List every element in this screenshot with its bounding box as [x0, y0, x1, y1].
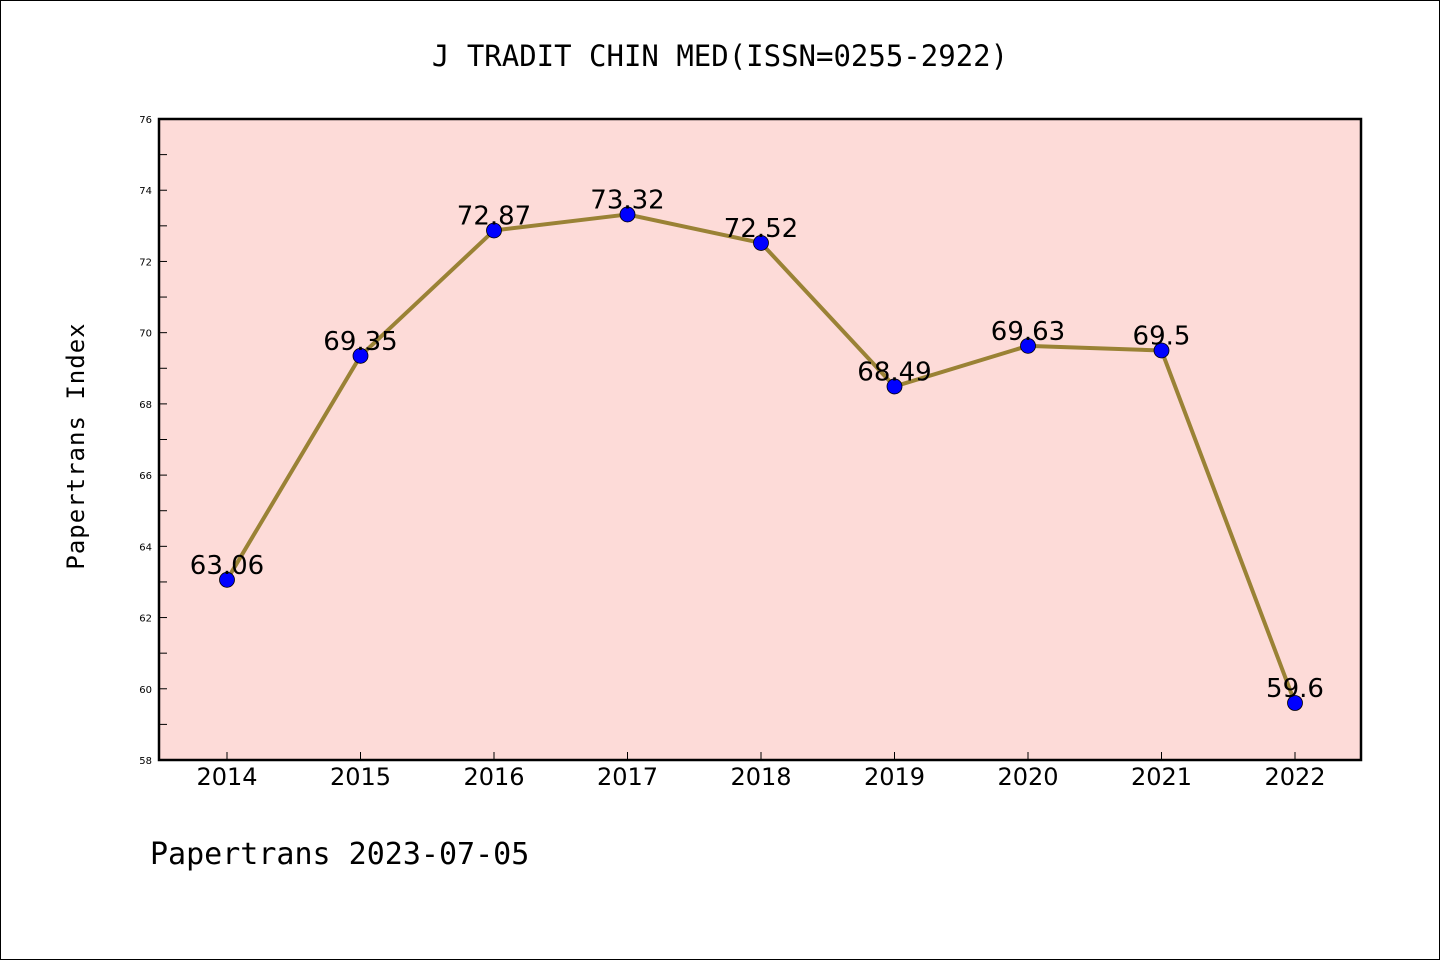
data-point	[352, 347, 369, 364]
x-tick-label: 2022	[1264, 763, 1325, 791]
y-axis: 58 60 62 64 66 68 70 72 74 76	[139, 115, 167, 767]
data-label: 68.49	[857, 357, 931, 387]
x-tick-label: 2021	[1131, 763, 1192, 791]
data-point	[1020, 337, 1036, 354]
data-point	[219, 571, 235, 588]
y-tick-label: 70	[139, 329, 152, 340]
data-point	[886, 378, 903, 395]
data-label: 72.87	[457, 201, 531, 231]
y-tick-label: 72	[139, 257, 152, 268]
data-point	[753, 235, 769, 251]
x-tick-label: 2015	[330, 763, 391, 791]
series-group	[219, 206, 1303, 711]
data-point	[486, 222, 502, 239]
y-tick-label: 58	[139, 756, 152, 767]
y-tick-label: 76	[139, 115, 152, 126]
y-tick-label: 74	[139, 186, 152, 197]
data-label: 69.35	[323, 327, 397, 357]
data-label: 73.32	[590, 185, 664, 215]
x-tick-label: 2016	[463, 763, 524, 791]
data-label: 59.6	[1266, 674, 1324, 704]
x-tick-label: 2018	[730, 763, 791, 791]
x-tick-label: 2017	[597, 763, 658, 791]
y-tick-label: 64	[139, 542, 152, 553]
plot-area	[159, 119, 1361, 760]
footer-credit: Papertrans 2023-07-05	[150, 837, 529, 872]
plot-border	[157, 117, 1363, 762]
y-axis-label: Papertrans Index	[62, 322, 90, 569]
data-point	[1153, 342, 1170, 359]
data-label: 69.63	[991, 317, 1065, 347]
data-label: 63.06	[190, 551, 264, 581]
x-tick-label: 2020	[997, 763, 1058, 791]
data-point	[1287, 695, 1303, 711]
y-tick-label: 66	[139, 471, 152, 482]
chart-title: J TRADIT CHIN MED(ISSN=0255-2922)	[432, 39, 1008, 73]
x-axis: 2014 2015 2016 2017 2018 2019 2020 2021 2022	[196, 752, 1326, 791]
x-tick-label: 2019	[864, 763, 925, 791]
x-tick-label: 2014	[196, 763, 257, 791]
data-label: 72.52	[724, 214, 798, 244]
y-tick-label: 60	[139, 685, 152, 696]
data-labels: 63.06 69.35 72.87 73.32 72.52 68.49 69.63 69.5 5…	[190, 185, 1324, 704]
data-label: 69.5	[1133, 321, 1191, 351]
y-tick-label: 62	[139, 614, 152, 625]
data-point	[619, 206, 636, 223]
y-tick-label: 68	[139, 400, 152, 411]
